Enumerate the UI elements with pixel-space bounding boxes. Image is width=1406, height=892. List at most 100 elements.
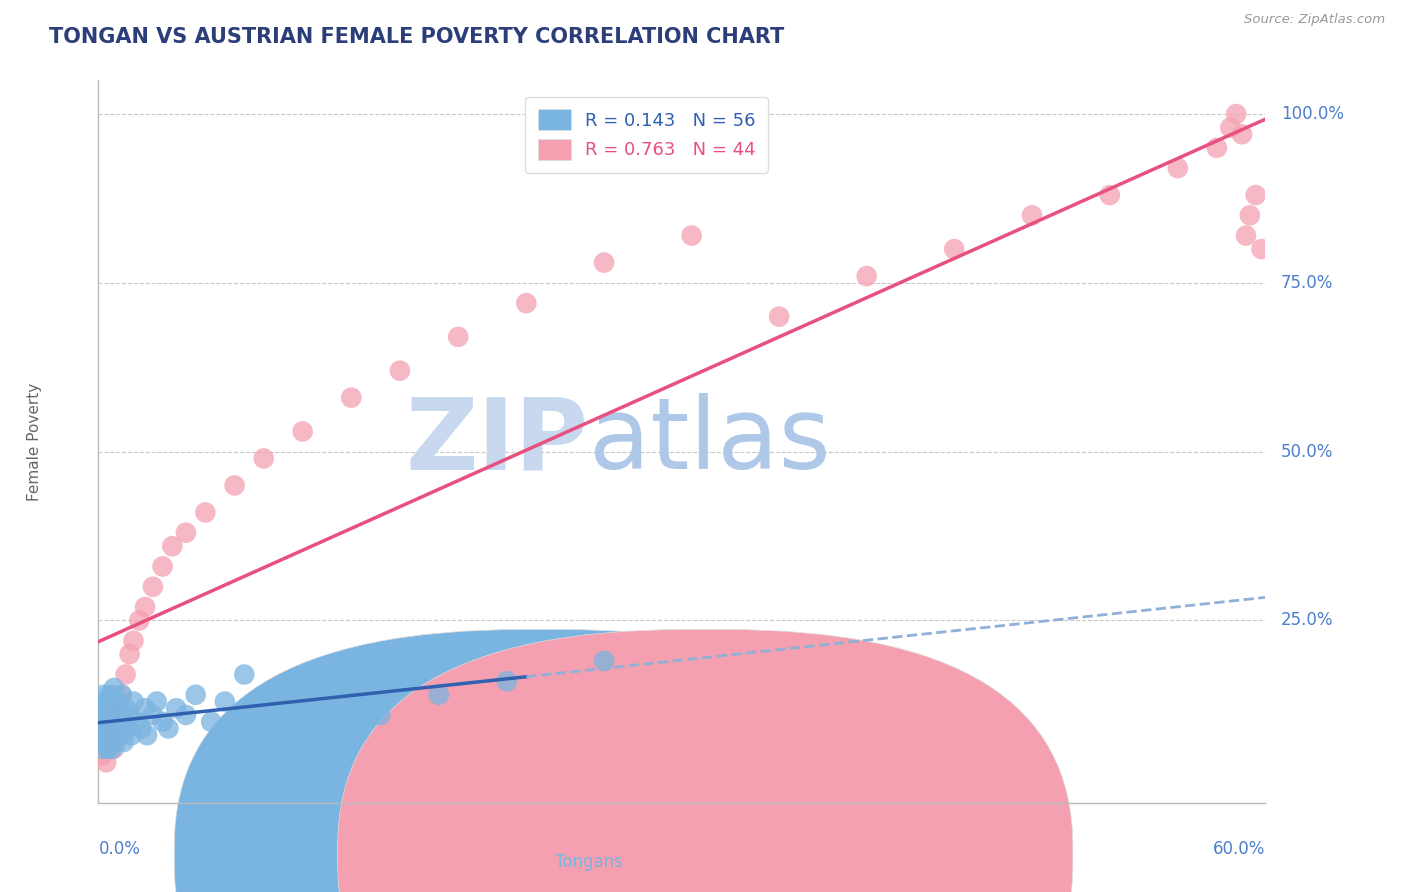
Point [496, 674, 519, 689]
Point [101, 694, 124, 708]
Point [1234, 228, 1257, 243]
Text: 0.0%: 0.0% [98, 840, 141, 858]
Point [118, 708, 141, 723]
Text: 60.0%: 60.0% [1213, 840, 1265, 858]
Point [111, 714, 134, 729]
Point [515, 296, 537, 310]
Point [388, 364, 411, 378]
Point [281, 681, 304, 695]
Point [1021, 208, 1043, 222]
Point [122, 694, 145, 708]
Point [104, 735, 127, 749]
Point [194, 505, 217, 519]
Point [593, 654, 616, 668]
Text: Tongans: Tongans [554, 854, 623, 871]
Point [111, 688, 134, 702]
Point [93, 728, 115, 742]
Point [447, 330, 470, 344]
Point [162, 539, 184, 553]
Point [98, 735, 121, 749]
Point [253, 701, 276, 715]
Point [97, 701, 120, 715]
Point [200, 714, 222, 729]
Text: 25.0%: 25.0% [1281, 612, 1333, 630]
Point [96, 708, 118, 723]
Point [107, 722, 129, 736]
Point [91, 701, 114, 715]
Point [233, 667, 256, 681]
Point [142, 708, 165, 723]
Point [152, 714, 174, 729]
Point [98, 735, 121, 749]
Point [103, 728, 125, 742]
Point [112, 735, 135, 749]
Point [104, 701, 127, 715]
Point [96, 694, 118, 708]
Point [93, 735, 115, 749]
Point [1239, 208, 1261, 222]
Point [103, 681, 125, 695]
Point [89, 728, 111, 742]
Point [134, 701, 156, 715]
Point [104, 722, 127, 736]
Point [114, 667, 136, 681]
Point [107, 728, 129, 742]
Point [943, 242, 966, 256]
Point [98, 688, 121, 702]
Point [122, 633, 145, 648]
Point [1225, 107, 1247, 121]
Point [1205, 141, 1227, 155]
Point [91, 748, 114, 763]
Point [117, 722, 139, 736]
Point [101, 722, 124, 736]
Point [108, 728, 131, 742]
FancyBboxPatch shape [174, 630, 910, 892]
Point [136, 728, 159, 742]
Point [340, 391, 363, 405]
Point [118, 647, 141, 661]
Point [174, 525, 197, 540]
Text: ZIP: ZIP [406, 393, 589, 490]
Point [103, 708, 125, 723]
Text: 100.0%: 100.0% [1281, 105, 1344, 123]
Point [121, 728, 143, 742]
Point [114, 701, 136, 715]
Point [1219, 120, 1241, 135]
Point [224, 478, 246, 492]
Point [253, 451, 276, 466]
Point [96, 722, 118, 736]
Point [142, 580, 165, 594]
Point [134, 599, 156, 614]
Point [370, 708, 392, 723]
Text: Female Poverty: Female Poverty [27, 383, 42, 500]
Point [768, 310, 790, 324]
Point [1167, 161, 1189, 175]
Point [157, 722, 180, 736]
Point [593, 255, 616, 269]
Point [96, 756, 118, 770]
Point [152, 559, 174, 574]
Point [855, 269, 877, 284]
Point [1250, 242, 1272, 256]
Text: 50.0%: 50.0% [1281, 442, 1333, 460]
Text: Austrians: Austrians [737, 854, 814, 871]
Point [98, 714, 121, 729]
Point [108, 708, 131, 723]
Point [1098, 188, 1121, 202]
Point [91, 741, 114, 756]
Text: Source: ZipAtlas.com: Source: ZipAtlas.com [1244, 13, 1385, 27]
FancyBboxPatch shape [337, 630, 1073, 892]
Point [291, 425, 314, 439]
Point [97, 714, 120, 729]
Point [321, 694, 343, 708]
Point [93, 714, 115, 729]
Point [184, 688, 207, 702]
Text: 75.0%: 75.0% [1281, 274, 1333, 292]
Point [127, 714, 149, 729]
Point [165, 701, 187, 715]
Point [101, 741, 124, 756]
Point [93, 688, 115, 702]
Legend: R = 0.143   N = 56, R = 0.763   N = 44: R = 0.143 N = 56, R = 0.763 N = 44 [526, 96, 768, 172]
Point [128, 614, 150, 628]
Point [174, 708, 197, 723]
